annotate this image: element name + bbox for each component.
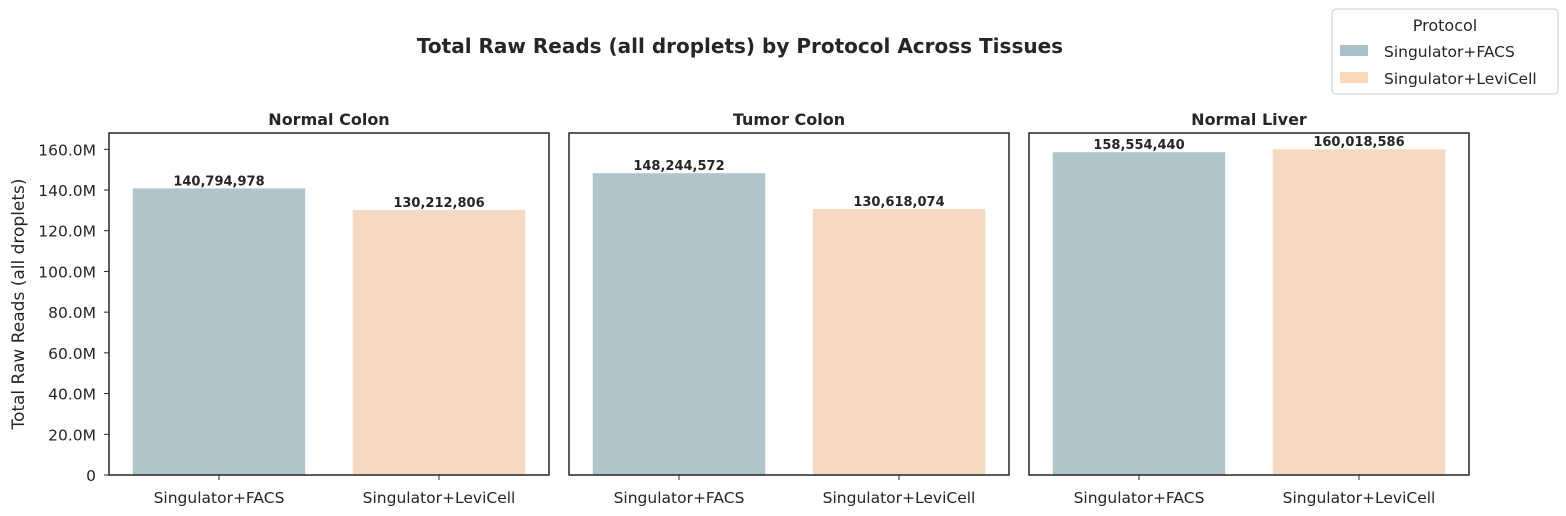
y-tick-label: 160.0M bbox=[38, 141, 96, 159]
bar-value-label-normal-liver-facs: 158,554,440 bbox=[1093, 138, 1184, 153]
figure-title: Total Raw Reads (all droplets) by Protoc… bbox=[417, 34, 1063, 58]
y-tick-label: 140.0M bbox=[38, 182, 96, 200]
x-tick-label-tumor-colon-levicell: Singulator+LeviCell bbox=[823, 489, 976, 507]
legend-swatch-levicell bbox=[1340, 72, 1368, 83]
legend-label-facs: Singulator+FACS bbox=[1384, 43, 1515, 61]
bar-tumor-colon-levicell bbox=[812, 209, 986, 475]
panel-tumor-colon: Tumor Colon 148,244,572 Singulator+FACS 130… bbox=[568, 110, 1010, 507]
bar-value-label-normal-colon-facs: 140,794,978 bbox=[173, 174, 264, 189]
bar-value-label-tumor-colon-facs: 148,244,572 bbox=[633, 159, 724, 174]
bar-value-label-normal-colon-levicell: 130,212,806 bbox=[393, 196, 484, 211]
chart-panels: Normal Colon 140,794,978 Singulator+FACS 13… bbox=[38, 110, 1470, 507]
bar-normal-colon-facs bbox=[132, 188, 306, 475]
bar-normal-liver-facs bbox=[1052, 152, 1226, 475]
panel-normal-colon: Normal Colon 140,794,978 Singulator+FACS 13… bbox=[108, 110, 550, 507]
bar-value-label-tumor-colon-levicell: 130,618,074 bbox=[853, 195, 944, 210]
panel-title-tumor-colon: Tumor Colon bbox=[733, 110, 845, 129]
y-axis-label: Total Raw Reads (all droplets) bbox=[9, 178, 29, 430]
bar-tumor-colon-facs bbox=[592, 173, 766, 475]
panel-title-normal-liver: Normal Liver bbox=[1191, 110, 1307, 129]
legend-swatch-facs bbox=[1340, 45, 1368, 56]
legend-frame bbox=[1331, 8, 1559, 95]
panel-frame-tumor-colon bbox=[568, 132, 1010, 476]
y-tick-label: 20.0M bbox=[48, 426, 96, 444]
panel-title-normal-colon: Normal Colon bbox=[268, 110, 389, 129]
x-tick-label-normal-colon-facs: Singulator+FACS bbox=[154, 489, 285, 507]
x-tick-label-tumor-colon-facs: Singulator+FACS bbox=[614, 489, 745, 507]
x-tick-label-normal-liver-levicell: Singulator+LeviCell bbox=[1283, 489, 1436, 507]
panel-frame-normal-liver bbox=[1028, 132, 1470, 476]
y-tick-label: 80.0M bbox=[48, 304, 96, 322]
bar-value-label-normal-liver-levicell: 160,018,586 bbox=[1313, 135, 1404, 150]
y-tick-label: 40.0M bbox=[48, 386, 96, 404]
legend-title: Protocol bbox=[1413, 16, 1477, 35]
y-tick-label: 60.0M bbox=[48, 345, 96, 363]
legend-label-levicell: Singulator+LeviCell bbox=[1384, 70, 1537, 88]
legend: Protocol Singulator+FACS Singulator+Levi… bbox=[1331, 8, 1559, 95]
bar-normal-liver-levicell bbox=[1272, 149, 1446, 476]
panel-normal-liver: Normal Liver 158,554,440 Singulator+FACS 16… bbox=[1028, 110, 1470, 507]
y-tick-label: 100.0M bbox=[38, 263, 96, 281]
bar-normal-colon-levicell bbox=[352, 209, 526, 475]
x-tick-label-normal-liver-facs: Singulator+FACS bbox=[1074, 489, 1205, 507]
panel-frame-normal-colon bbox=[108, 132, 550, 476]
x-tick-label-normal-colon-levicell: Singulator+LeviCell bbox=[363, 489, 516, 507]
y-tick-label: 120.0M bbox=[38, 223, 96, 241]
y-tick-label: 0 bbox=[86, 467, 96, 485]
